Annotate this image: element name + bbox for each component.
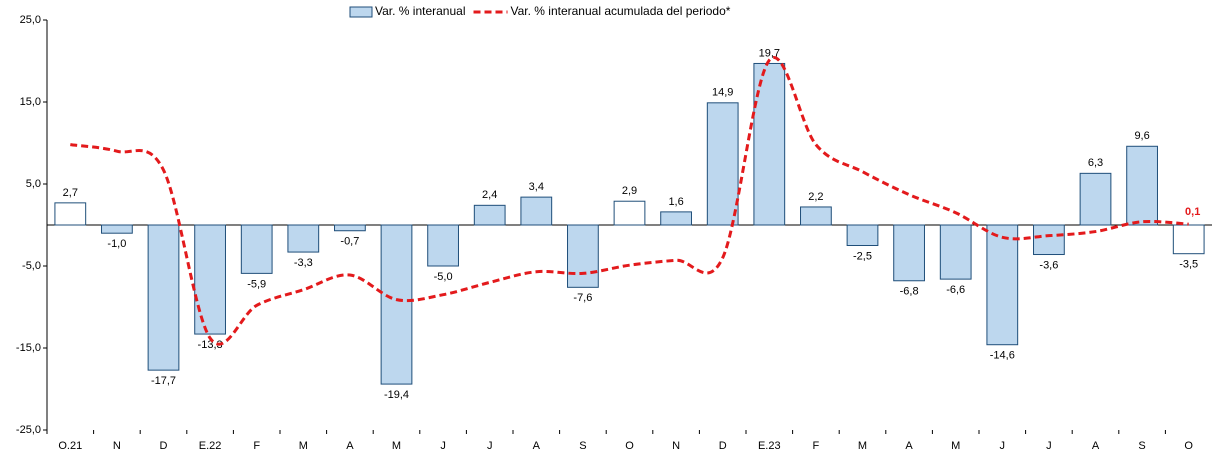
x-tick-label: E.22 bbox=[199, 440, 222, 452]
bar bbox=[240, 224, 273, 274]
data-label: 14,9 bbox=[712, 87, 733, 99]
x-tick-label: D bbox=[719, 440, 727, 452]
x-tick-label: D bbox=[160, 440, 168, 452]
x-tick-label: O bbox=[1184, 440, 1193, 452]
y-tick-label: 25,0 bbox=[20, 14, 41, 26]
x-tick-label: A bbox=[533, 440, 541, 452]
x-tick-label: J bbox=[440, 440, 446, 452]
legend-swatch bbox=[349, 6, 373, 18]
x-tick-label: S bbox=[579, 440, 586, 452]
data-label: -5,0 bbox=[434, 271, 453, 283]
bar bbox=[986, 224, 1019, 346]
bar bbox=[1126, 145, 1158, 226]
data-label: 2,7 bbox=[63, 187, 78, 199]
data-label: -3,5 bbox=[1179, 259, 1198, 271]
x-tick-label: N bbox=[113, 440, 121, 452]
data-label: -1,0 bbox=[107, 238, 126, 250]
data-label: -19,4 bbox=[384, 389, 409, 401]
bar bbox=[1033, 224, 1065, 256]
data-label: 2,4 bbox=[482, 189, 497, 201]
bar bbox=[706, 102, 739, 226]
x-tick-label: F bbox=[813, 440, 820, 452]
bar bbox=[893, 224, 925, 282]
y-tick-label: -15,0 bbox=[16, 342, 41, 354]
data-label: -2,5 bbox=[853, 250, 872, 262]
x-tick-label: O.21 bbox=[58, 440, 82, 452]
x-tick-label: A bbox=[1092, 440, 1100, 452]
bar bbox=[800, 206, 832, 226]
y-tick-label: -5,0 bbox=[22, 260, 41, 272]
data-label: 2,9 bbox=[622, 185, 637, 197]
x-tick-label: O bbox=[625, 440, 634, 452]
bar bbox=[427, 224, 459, 267]
x-tick-label: J bbox=[1000, 440, 1006, 452]
data-label: -13,3 bbox=[198, 339, 223, 351]
y-tick-label: 15,0 bbox=[20, 96, 41, 108]
line-label: 0,1 bbox=[1185, 206, 1200, 218]
bar bbox=[380, 224, 413, 385]
bar bbox=[287, 224, 320, 253]
x-tick-label: S bbox=[1138, 440, 1145, 452]
data-label: 9,6 bbox=[1134, 130, 1149, 142]
x-tick-label: E.23 bbox=[758, 440, 781, 452]
bar bbox=[194, 224, 226, 335]
bar bbox=[567, 224, 599, 288]
bar bbox=[753, 62, 786, 226]
y-tick-label: -25,0 bbox=[16, 424, 41, 436]
x-tick-label: A bbox=[346, 440, 354, 452]
bar bbox=[846, 224, 879, 246]
data-label: -5,9 bbox=[247, 278, 266, 290]
data-label: 3,4 bbox=[529, 181, 544, 193]
x-tick-label: M bbox=[951, 440, 960, 452]
legend-label: Var. % interanual acumulada del periodo* bbox=[511, 4, 731, 18]
bar bbox=[520, 196, 553, 226]
data-label: -6,6 bbox=[946, 284, 965, 296]
data-label: -6,8 bbox=[900, 286, 919, 298]
bar bbox=[1079, 172, 1112, 226]
line bbox=[70, 56, 1189, 346]
data-label: 6,3 bbox=[1088, 157, 1103, 169]
x-tick-label: J bbox=[1046, 440, 1052, 452]
bar bbox=[473, 204, 506, 226]
x-tick-label: M bbox=[392, 440, 401, 452]
bar bbox=[613, 200, 646, 226]
data-label: -3,3 bbox=[294, 257, 313, 269]
x-tick-label: M bbox=[858, 440, 867, 452]
y-tick-label: 5,0 bbox=[26, 178, 41, 190]
bar bbox=[334, 224, 366, 232]
data-label: -3,6 bbox=[1039, 259, 1058, 271]
data-label: -7,6 bbox=[573, 292, 592, 304]
x-tick-label: F bbox=[253, 440, 260, 452]
data-label: 2,2 bbox=[808, 191, 823, 203]
bar bbox=[54, 202, 87, 226]
data-label: -14,6 bbox=[990, 350, 1015, 362]
x-tick-label: N bbox=[672, 440, 680, 452]
data-label: -17,7 bbox=[151, 375, 176, 387]
legend-label: Var. % interanual bbox=[375, 4, 466, 18]
x-tick-label: M bbox=[299, 440, 308, 452]
bar bbox=[147, 224, 180, 371]
data-label: -0,7 bbox=[340, 236, 359, 248]
bar bbox=[939, 224, 972, 280]
x-tick-label: J bbox=[487, 440, 493, 452]
data-label: 1,6 bbox=[668, 196, 683, 208]
x-tick-label: A bbox=[905, 440, 913, 452]
bar bbox=[101, 224, 133, 234]
bar bbox=[660, 211, 692, 226]
bar bbox=[1172, 224, 1205, 255]
